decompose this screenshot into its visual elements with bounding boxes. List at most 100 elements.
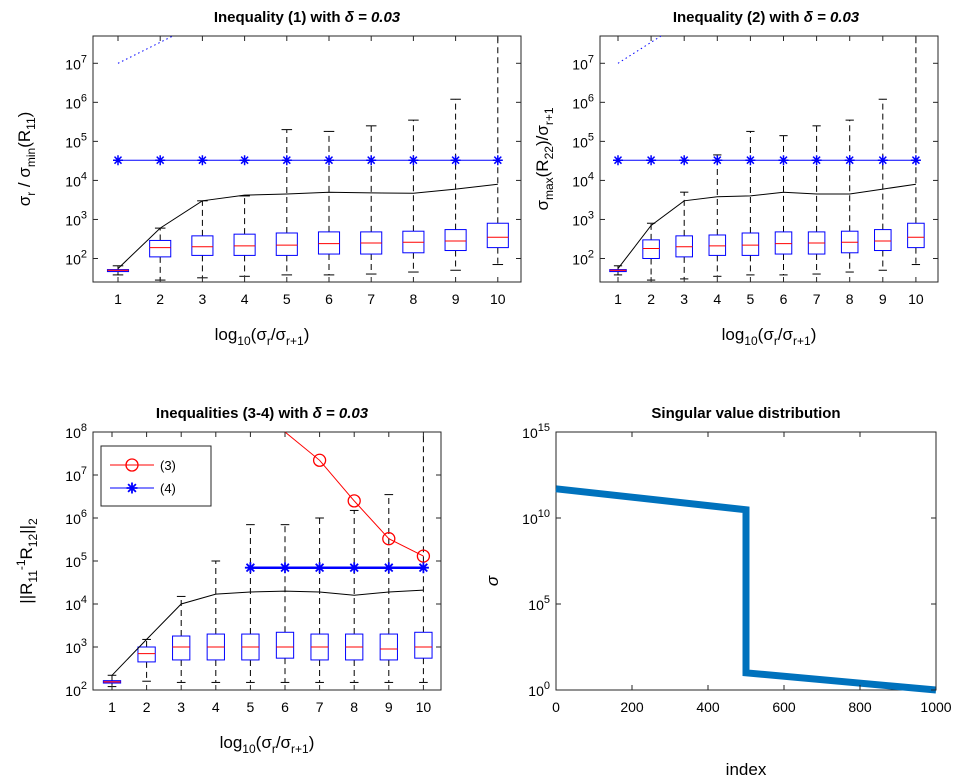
box-body [149,239,172,258]
box-body [874,229,892,252]
legend-marker-star [126,482,138,494]
bound-star-marker [366,155,377,166]
panel-3-title: Inequalities (3-4) with δ = 0.03 [156,405,369,422]
box-4 [206,560,225,683]
x-tick-label: 8 [410,291,418,307]
box-7 [807,125,826,275]
box-body [741,232,760,256]
y-tick-label: 106 [65,508,87,527]
y-tick-label: 1010 [522,508,550,527]
series-3-circle-marker [416,549,431,563]
legend-label-4: (4) [160,481,176,496]
panel-inequalities-3-4: Inequalities (3-4) with δ = 0.03 1021031… [14,405,442,756]
box-1 [609,265,627,276]
bound-star-marker [811,155,822,166]
box-6 [774,135,793,276]
x-tick-label: 600 [772,699,796,715]
panel-1-title: Inequality (1) with δ = 0.03 [214,9,401,26]
bound-star-marker [408,155,419,166]
panel-inequality-1: Inequality (1) with δ = 0.03 10210310410… [15,9,522,348]
x-tick-label: 10 [416,699,432,715]
x-tick-label: 7 [813,291,821,307]
panel-4-plot-area [555,485,937,694]
x-tick-label: 4 [713,291,721,307]
y-tick-label: 105 [528,594,550,613]
panel-2-x-ticks: 1 2 3 4 5 6 7 8 9 10 [614,36,924,307]
box-4 [233,195,256,277]
panel-2-plot-area [609,35,925,281]
x-tick-label: 6 [325,291,333,307]
x-tick-label: 4 [212,699,220,715]
y-tick-label: 104 [65,170,87,189]
x-tick-label: 5 [747,291,755,307]
box-3 [172,595,191,683]
x-tick-label: 400 [696,699,720,715]
box-body [137,646,156,663]
box-6 [317,130,341,276]
legend-star-glyph [126,482,138,494]
x-tick-label: 9 [385,699,393,715]
max-ratio-line [111,589,424,676]
box-8 [840,119,859,273]
x-tick-label: 800 [848,699,872,715]
y-tick-label: 102 [572,248,594,267]
bound-star-marker [492,155,503,166]
legend-marker-circle [125,458,139,472]
panel-3-x-ticks: 1 2 3 4 5 6 7 8 9 10 [108,432,431,715]
box-body [486,222,509,249]
series-3-circle-marker [347,494,361,508]
box-body [774,231,793,255]
box-3 [675,191,693,280]
series-4-star-marker [244,562,256,574]
x-tick-label: 1 [614,291,622,307]
y-tick-label: 108 [65,422,87,441]
box-9 [379,494,398,683]
panel-3-xlabel: log10(σr/σr+1) [220,733,315,756]
box-10 [907,36,925,266]
series-4-star-marker [314,562,326,574]
max-ratio-line [117,183,498,269]
x-tick-label: 5 [283,291,291,307]
bound-star-marker [155,155,166,166]
box-body [414,631,433,659]
box-3 [191,200,214,279]
y-tick-label: 100 [528,680,550,699]
box-body [317,231,341,255]
panel-1-plot-area [106,35,509,281]
x-tick-label: 2 [647,291,655,307]
series-3-circle-marker [382,532,396,546]
bound-star-marker [646,155,657,166]
panel-4-xlabel: index [726,760,767,779]
x-tick-label: 7 [316,699,324,715]
series-3-line [284,431,424,557]
x-tick-label: 9 [452,291,460,307]
bound-star-marker [613,155,623,166]
box-2 [149,227,172,281]
bound-star-marker [450,155,461,166]
x-tick-label: 3 [177,699,185,715]
y-tick-label: 106 [572,92,594,111]
bound-star-marker [113,155,123,166]
y-tick-label: 107 [65,53,87,72]
x-tick-label: 4 [241,291,249,307]
box-body [172,635,191,661]
y-tick-label: 103 [65,637,87,656]
box-body [907,222,925,249]
series-4-star-marker [348,562,360,574]
panel-4-x-ticks: 0 200 400 600 800 1000 [552,432,952,715]
panel-2-xlabel: log10(σr/σr+1) [722,325,817,348]
y-tick-label: 105 [572,131,594,150]
box-body [642,239,660,259]
box-1 [102,674,122,688]
x-tick-label: 7 [367,291,375,307]
panel-4-ylabel: σ [483,575,502,586]
x-tick-label: 8 [350,699,358,715]
bound-star-marker [778,155,789,166]
series-4-star-marker [279,562,291,574]
x-tick-label: 10 [908,291,924,307]
x-tick-label: 6 [281,699,289,715]
legend-label-3: (3) [160,458,176,473]
y-tick-label: 107 [572,53,594,72]
panel-1-xlabel: log10(σr/σr+1) [215,325,310,348]
panel-2-title: Inequality (2) with δ = 0.03 [673,9,860,26]
